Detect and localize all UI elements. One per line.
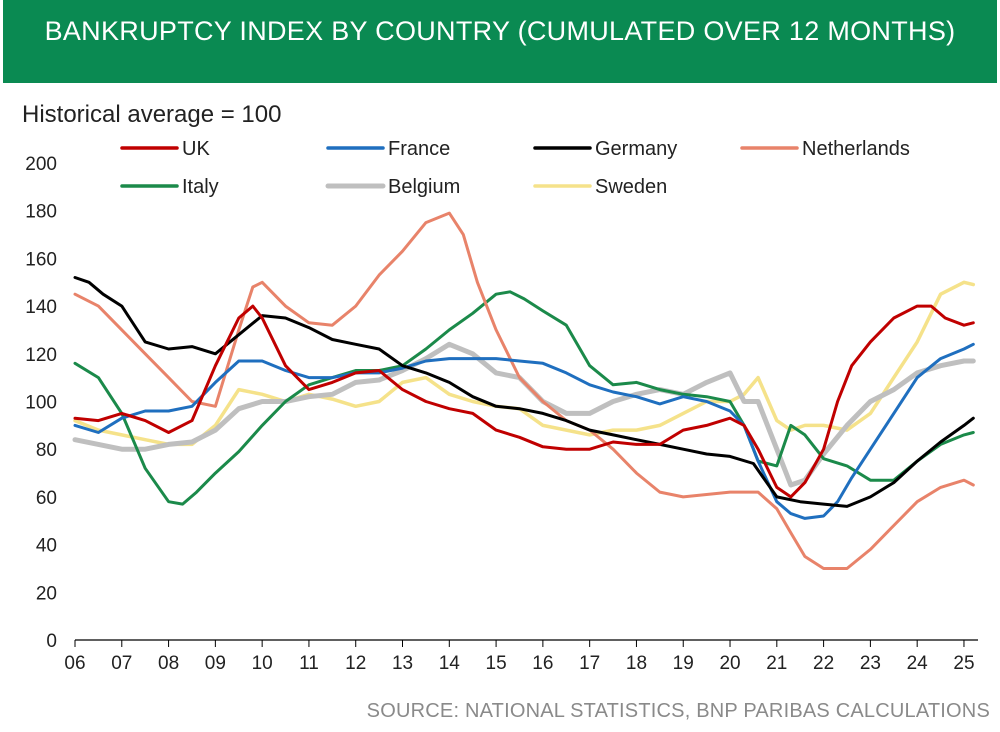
x-tick-label: 10 [252,653,273,674]
series-lines [72,211,976,570]
x-tick-label: 19 [673,653,694,674]
x-tick-label: 16 [532,653,553,674]
series-line-uk [73,304,975,499]
series-line-belgium [72,341,976,488]
y-tick-label: 100 [25,393,57,414]
x-ticks: 06 07 08 09 10 11 12 13 14 15 16 17 18 19 20 21 22 23 24 25 [64,640,975,674]
legend-label-france: France [388,138,450,160]
y-tick-label: 80 [36,440,57,461]
x-tick-label: 15 [486,653,507,674]
legend-label-sweden: Sweden [595,176,667,198]
legend-label-netherlands: Netherlands [802,138,910,160]
y-tick-label: 0 [46,631,57,652]
x-tick-label: 20 [719,653,740,674]
y-axis-label: Historical average = 100 [22,101,281,128]
x-tick-label: 25 [953,653,974,674]
x-tick-label: 17 [579,653,600,674]
x-tick-label: 21 [766,653,787,674]
legend: UK France Germany Netherlands Italy Belgium Sw… [120,138,910,198]
series-line-sweden [73,280,976,447]
y-tick-label: 200 [25,154,57,175]
y-ticks: 0 20 40 60 80 100 120 140 160 180 200 [25,154,57,652]
x-tick-label: 08 [158,653,179,674]
y-tick-label: 60 [36,488,57,509]
title-banner: BANKRUPTCY INDEX BY COUNTRY (CUMULATED O… [3,0,997,83]
x-tick-label: 14 [439,653,461,674]
y-tick-label: 120 [25,345,57,366]
chart-title: BANKRUPTCY INDEX BY COUNTRY (CUMULATED O… [44,16,956,46]
y-tick-label: 140 [25,297,57,318]
y-tick-label: 20 [36,583,57,604]
legend-label-uk: UK [182,138,210,160]
x-tick-label: 06 [64,653,85,674]
legend-label-germany: Germany [595,138,677,160]
x-tick-label: 09 [205,653,226,674]
series-line-france [73,342,975,520]
legend-label-italy: Italy [182,176,219,198]
x-tick-label: 12 [345,653,366,674]
x-tick-label: 07 [111,653,132,674]
x-tick-label: 11 [299,653,319,674]
x-tick-label: 18 [626,653,647,674]
series-line-netherlands [73,211,975,570]
x-tick-label: 24 [907,653,929,674]
y-tick-label: 180 [25,202,57,223]
y-tick-label: 40 [36,536,57,557]
y-tick-label: 160 [25,249,57,270]
source-note: SOURCE: NATIONAL STATISTICS, BNP PARIBAS… [366,700,990,722]
x-tick-label: 22 [813,653,834,674]
series-line-germany [73,276,975,508]
legend-label-belgium: Belgium [388,176,460,198]
x-tick-label: 23 [860,653,881,674]
x-tick-label: 13 [392,653,413,674]
